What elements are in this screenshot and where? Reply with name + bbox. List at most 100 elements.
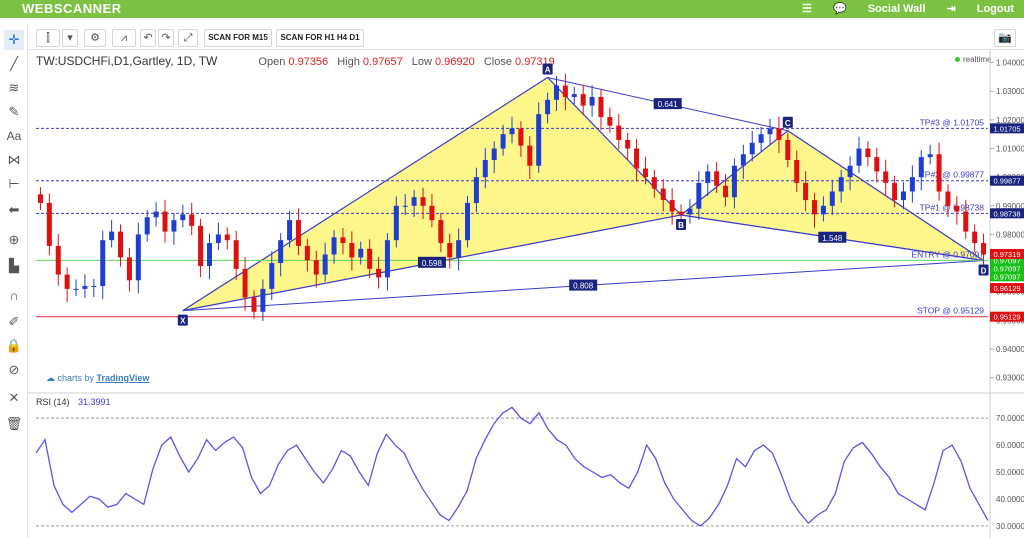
- candle-body: [909, 177, 915, 192]
- scan-m15-button[interactable]: SCAN FOR M15: [204, 29, 272, 47]
- candle-type-icon[interactable]: ⫿: [36, 29, 60, 47]
- pattern-point-badge: [177, 314, 188, 326]
- logout-label: Logout: [976, 3, 1014, 15]
- candle-body: [91, 286, 97, 288]
- candle-body: [616, 125, 622, 140]
- candle-body: [287, 220, 293, 241]
- candle-body: [838, 177, 844, 192]
- undo-icon[interactable]: ↶: [140, 29, 156, 47]
- fullscreen-icon[interactable]: ⤢: [178, 29, 198, 47]
- candle-body: [678, 211, 684, 215]
- pattern-point-label: D: [981, 267, 987, 276]
- y-tick-label: 1.02000: [996, 116, 1024, 125]
- candle-body: [340, 237, 346, 244]
- logout-link[interactable]: ⇥ Logout: [946, 3, 1014, 15]
- text-icon[interactable]: Aa: [6, 129, 22, 143]
- candle-body: [767, 128, 773, 135]
- candle-body: [500, 134, 506, 149]
- crosshair-icon[interactable]: ✛: [4, 30, 24, 50]
- settings-gear-icon[interactable]: ⚙: [84, 29, 106, 47]
- hide-icon[interactable]: ⊘: [8, 362, 20, 377]
- level-label: TP#2 @ 0.99877: [920, 170, 985, 180]
- y-tick-label: 1.01000: [996, 145, 1024, 154]
- level-label: STOP @ 0.95129: [917, 306, 984, 316]
- top-nav: ☰ 💬 Social Wall ⇥ Logout: [784, 2, 1014, 15]
- measure-icon[interactable]: ▙: [9, 258, 19, 273]
- tv-name: TradingView: [96, 373, 150, 383]
- candle-body: [785, 139, 791, 160]
- indicators-icon[interactable]: ⩘: [112, 29, 136, 47]
- pattern-point-badge: [542, 63, 553, 75]
- candle-body: [46, 202, 52, 246]
- tradingview-credit[interactable]: ☁ charts by TradingView: [46, 373, 150, 383]
- candle-body: [892, 182, 898, 201]
- camera-icon[interactable]: 📷: [994, 29, 1016, 47]
- candle-body: [865, 148, 871, 158]
- pattern-point-label: A: [545, 65, 551, 74]
- candle-body: [100, 240, 106, 287]
- candle-body: [847, 165, 853, 178]
- candle-body: [402, 205, 408, 207]
- candle-body: [625, 139, 631, 149]
- rsi-label: RSI (14): [36, 397, 70, 407]
- lock-icon[interactable]: 🔒: [5, 338, 23, 353]
- candle-body: [927, 154, 933, 158]
- social-wall-link[interactable]: 💬 Social Wall: [832, 3, 926, 15]
- zoom-icon[interactable]: ⊕: [8, 232, 20, 247]
- chevron-down-icon[interactable]: ▾: [62, 29, 78, 47]
- candle-body: [900, 191, 906, 201]
- candle-body: [687, 208, 693, 215]
- social-wall-label: Social Wall: [867, 3, 926, 15]
- tv-prefix: charts by: [57, 373, 95, 383]
- y-tick-label: 0.94000: [996, 345, 1024, 354]
- candle-body: [37, 194, 43, 203]
- candle-body: [553, 85, 559, 100]
- price-tag: [990, 255, 1024, 266]
- candle-body: [224, 234, 230, 241]
- candle-body: [304, 245, 310, 261]
- trendline-icon[interactable]: ╱: [10, 56, 18, 71]
- price-tag-label: 0.95129: [993, 313, 1020, 322]
- candle-body: [509, 128, 515, 135]
- candle-body: [518, 128, 524, 146]
- scan-h1-button[interactable]: SCAN FOR H1 H4 D1: [276, 29, 364, 47]
- pattern-point-badge: [676, 218, 687, 230]
- candle-body: [144, 217, 150, 235]
- candle-body: [64, 274, 70, 289]
- candle-body: [883, 171, 889, 183]
- magnet-icon[interactable]: ∩: [9, 288, 19, 303]
- ruler-icon[interactable]: ⊢: [8, 176, 20, 191]
- low-value: 0.96920: [435, 56, 475, 68]
- candle-body: [349, 243, 355, 258]
- chart-toolbar: ⫿ ▾ ⚙ ⩘ ↶ ↷ ⤢ SCAN FOR M15 SCAN FOR H1 H…: [28, 26, 1024, 50]
- candle-body: [696, 182, 702, 209]
- price-tag-label: 0.97319: [993, 250, 1020, 259]
- tools-icon[interactable]: ✕: [8, 390, 20, 405]
- rsi-tick-label: 50.0000: [996, 468, 1024, 477]
- fib-icon[interactable]: ≋: [8, 80, 20, 95]
- candle-body: [135, 234, 141, 281]
- candle-body: [482, 159, 488, 178]
- candle-body: [206, 243, 212, 266]
- stay-drawing-icon[interactable]: ✐: [8, 314, 20, 329]
- brush-icon[interactable]: ✎: [8, 104, 20, 119]
- candle-body: [447, 243, 453, 258]
- menu-icon[interactable]: ☰: [802, 3, 812, 15]
- candle-body: [803, 182, 809, 201]
- candle-body: [776, 128, 782, 140]
- candle-body: [936, 154, 942, 192]
- trash-icon[interactable]: 🗑: [5, 416, 23, 431]
- candle-body: [705, 171, 711, 183]
- top-bar: WEBSCANNER ☰ 💬 Social Wall ⇥ Logout: [0, 0, 1024, 18]
- price-tag: [990, 311, 1024, 322]
- pattern-icon[interactable]: ⋈: [7, 152, 21, 167]
- candle-body: [972, 231, 978, 244]
- candle-body: [465, 202, 471, 241]
- candle-body: [411, 197, 417, 206]
- candle-body: [171, 220, 177, 232]
- redo-icon[interactable]: ↷: [158, 29, 174, 47]
- price-tag-label: 0.96129: [993, 284, 1020, 293]
- candle-body: [536, 114, 542, 166]
- back-arrow-icon[interactable]: ⬅: [8, 202, 20, 217]
